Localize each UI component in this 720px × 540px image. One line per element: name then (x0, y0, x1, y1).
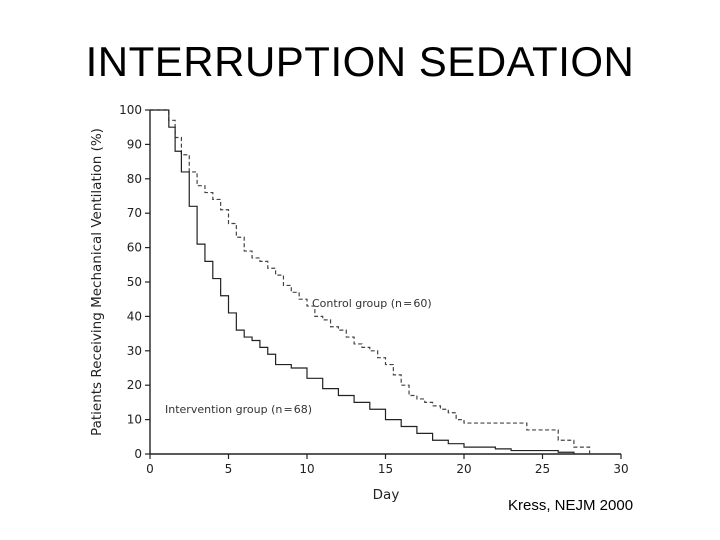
y-tick-label: 10 (127, 413, 142, 427)
control-group-label: Control group (n = 60) (312, 297, 432, 310)
x-tick-label: 0 (146, 462, 154, 476)
y-tick-label: 40 (127, 309, 142, 323)
y-tick-label: 30 (127, 344, 142, 358)
x-tick-label: 25 (535, 462, 550, 476)
x-axis-ticks: 0 5 10 15 20 25 30 (146, 454, 629, 476)
y-tick-label: 80 (127, 172, 142, 186)
y-tick-label: 90 (127, 137, 142, 151)
x-tick-label: 30 (613, 462, 628, 476)
x-tick-label: 5 (225, 462, 233, 476)
intervention-group-curve (150, 109, 575, 454)
x-tick-label: 15 (378, 462, 393, 476)
y-tick-label: 100 (119, 103, 142, 117)
y-tick-label: 60 (127, 241, 142, 255)
x-tick-label: 20 (456, 462, 471, 476)
control-group-curve (150, 109, 591, 454)
y-tick-label: 0 (134, 447, 142, 461)
y-tick-label: 50 (127, 275, 142, 289)
slide-title: INTERRUPTION SEDATION (85, 38, 635, 85)
intervention-group-label: Intervention group (n = 68) (165, 403, 312, 416)
y-tick-label: 70 (127, 206, 142, 220)
citation: Kress, NEJM 2000 (508, 497, 634, 514)
y-tick-label: 20 (127, 378, 142, 392)
y-axis-ticks: 0 10 20 30 40 50 60 70 80 90 100 (119, 103, 150, 461)
x-tick-label: 10 (299, 462, 314, 476)
chart-series (150, 109, 591, 454)
chart-labels: Patients Receiving Mechanical Ventilatio… (89, 128, 432, 503)
y-axis-label: Patients Receiving Mechanical Ventilatio… (89, 128, 105, 436)
x-axis-label: Day (373, 487, 400, 503)
